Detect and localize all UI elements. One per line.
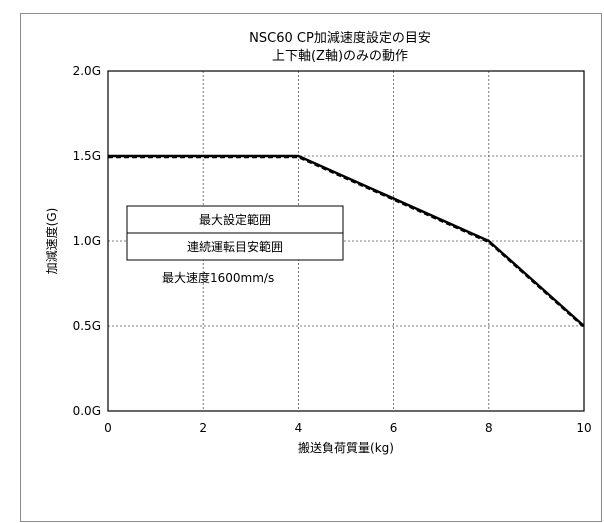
y-tick-label: 1.0G [73, 234, 101, 248]
y-tick-label: 0.0G [73, 404, 101, 418]
max-speed-annotation: 最大速度1600mm/s [162, 270, 274, 285]
chart-title: NSC60 CP加減速度設定の目安 [249, 30, 431, 46]
y-tick-label: 1.5G [73, 149, 101, 163]
x-tick-label: 0 [104, 421, 112, 435]
y-tick-labels: 0.0G 0.5G 1.0G 1.5G 2.0G [73, 64, 101, 418]
y-tick-label: 0.5G [73, 319, 101, 333]
x-tick-label: 2 [199, 421, 207, 435]
legend-entry-continuous-range: 連続運転目安範囲 [187, 239, 283, 254]
x-tick-label: 10 [576, 421, 591, 435]
legend-entry-max-range: 最大設定範囲 [199, 212, 271, 227]
series-lines [108, 154, 585, 329]
x-tick-label: 6 [390, 421, 398, 435]
x-tick-label: 8 [485, 421, 493, 435]
plot-area-border [107, 70, 585, 412]
chart-subtitle: 上下軸(Z軸)のみの動作 [272, 49, 408, 64]
y-axis-label: 加減速度(G) [44, 208, 59, 275]
x-tick-label: 4 [295, 421, 303, 435]
x-tick-labels: 0 2 4 6 8 10 [104, 421, 591, 435]
chart-frame [20, 13, 602, 522]
y-tick-label: 2.0G [73, 64, 101, 78]
x-axis-label: 搬送負荷質量(kg) [298, 440, 394, 455]
legend: 最大設定範囲 連続運転目安範囲 [126, 205, 344, 261]
series-line-max-range [108, 154, 585, 327]
